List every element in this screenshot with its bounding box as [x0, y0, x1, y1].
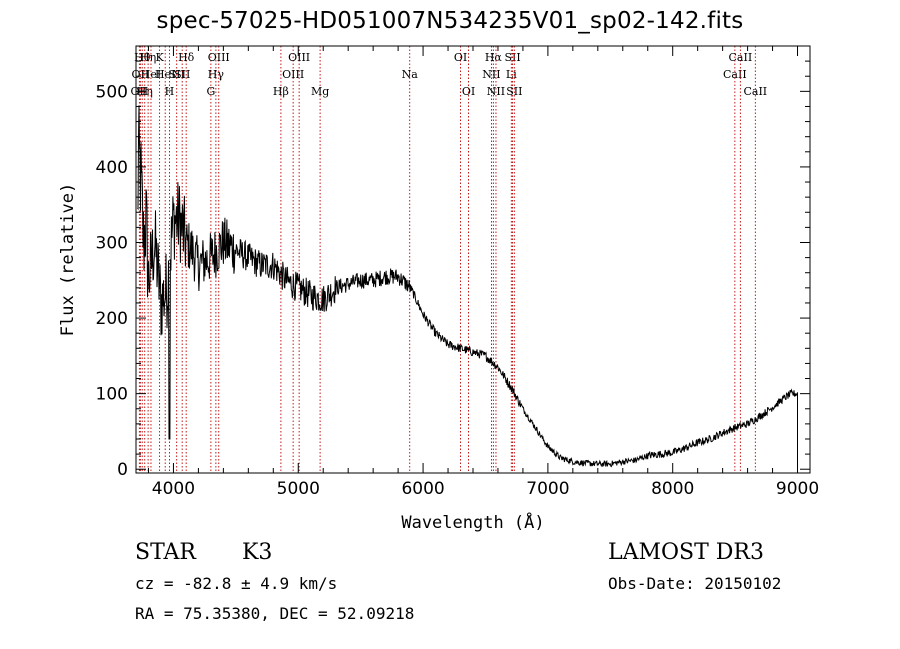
line-label-24: NII	[487, 85, 505, 98]
y-tick-label-300: 300	[96, 233, 128, 253]
y-tick-label-200: 200	[96, 309, 128, 329]
line-label-21: OI	[462, 85, 475, 98]
y-tick-label-0: 0	[117, 460, 128, 480]
plot-frame	[135, 45, 811, 474]
line-label-13: Hγ	[208, 68, 225, 81]
axes-layer: 4000 5000 6000 7000 8000 9000 0 100 200 300 400 500…	[58, 45, 819, 533]
spectrum-layer	[137, 105, 798, 468]
line-label-19: Na	[402, 68, 419, 81]
line-label-27: SII	[506, 85, 522, 98]
obs-date: Obs-Date: 20150102	[608, 574, 782, 593]
line-label-14: OIII	[208, 51, 230, 64]
x-tick-label-7000: 7000	[526, 479, 569, 499]
y-tick-label-500: 500	[96, 82, 128, 102]
x-axis-label: Wavelength (Å)	[401, 511, 544, 533]
line-label-25: Li	[506, 68, 517, 81]
spectrum-line	[137, 105, 798, 468]
line-label-16: OIII	[282, 68, 304, 81]
spectrum-chart: OIIOIIHθHηHηHeIKHeIHSIISIIHδGHγOIIIHβOII…	[58, 45, 819, 533]
line-label-11: Hδ	[178, 51, 195, 64]
y-axis-label: Flux (relative)	[58, 183, 78, 337]
redshift-readout: cz = -82.8 ± 4.9 km/s	[135, 574, 338, 593]
line-label-5: HeI	[141, 68, 161, 81]
x-tick-label-8000: 8000	[651, 479, 694, 499]
x-tick-label-9000: 9000	[776, 479, 819, 499]
line-label-18: Mg	[311, 85, 329, 98]
chart-title: spec-57025-HD051007N534235V01_sp02-142.f…	[156, 8, 744, 34]
y-tick-label-100: 100	[96, 385, 128, 405]
line-label-22: NII	[482, 68, 500, 81]
object-class: STAR	[135, 540, 196, 565]
object-subclass: K3	[242, 540, 273, 565]
line-label-6: K	[155, 51, 164, 64]
line-label-20: OI	[454, 51, 467, 64]
line-label-10: SII	[174, 68, 190, 81]
survey-name: LAMOST DR3	[608, 540, 764, 565]
line-label-4: Hη	[140, 51, 156, 64]
line-label-17: OIII	[288, 51, 310, 64]
line-label-26: SII	[504, 51, 520, 64]
x-tick-label-4000: 4000	[152, 479, 195, 499]
emission-lines-layer: OIIOIIHθHηHηHeIKHeIHSIISIIHδGHγOIIIHβOII…	[131, 46, 767, 473]
line-label-8: H	[165, 85, 175, 98]
y-tick-label-400: 400	[96, 158, 128, 178]
line-label-15: Hβ	[273, 85, 289, 98]
line-label-9: SII	[169, 68, 185, 81]
coordinates: RA = 75.35380, DEC = 52.09218	[135, 604, 415, 623]
line-label-7: HeI	[155, 68, 175, 81]
x-tick-label-5000: 5000	[277, 479, 320, 499]
line-label-28: CaII	[723, 68, 747, 81]
line-label-23: Hα	[485, 51, 503, 64]
line-label-29: CaII	[729, 51, 753, 64]
line-label-12: G	[206, 85, 215, 98]
x-tick-label-6000: 6000	[401, 479, 444, 499]
line-label-30: CaII	[743, 85, 767, 98]
